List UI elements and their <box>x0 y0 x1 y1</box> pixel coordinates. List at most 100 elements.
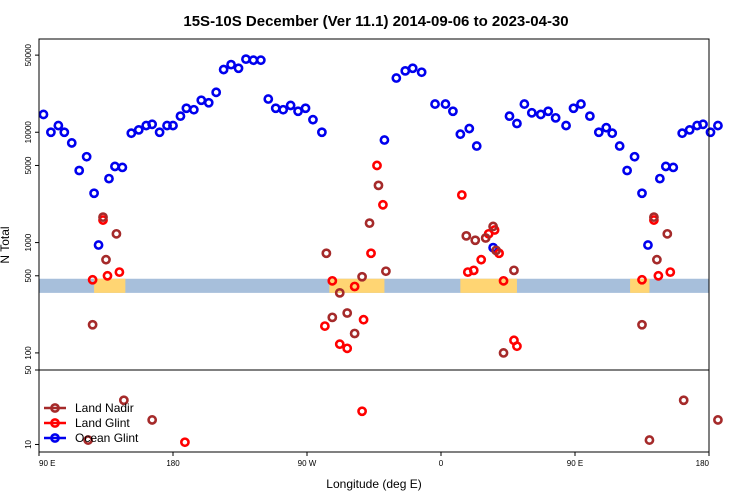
ocean-glint-point <box>93 240 104 250</box>
land-glint-point <box>327 275 338 286</box>
top-plot-frame <box>38 38 710 371</box>
x-axis-label: Longitude (deg E) <box>326 477 421 491</box>
land-glint-point <box>653 270 664 281</box>
ocean-glint-point <box>188 104 199 115</box>
ocean-glint-point <box>66 138 77 148</box>
ocean-glint-point <box>512 118 522 129</box>
ocean-glint-point <box>684 125 695 135</box>
ocean-glint-point <box>448 106 458 117</box>
bottom-panel: 10 50 <box>24 365 723 453</box>
ocean-glint-point <box>713 120 723 131</box>
land-glint-point <box>665 267 676 278</box>
x-tick-label: 180 <box>696 459 710 468</box>
land-glint-point <box>637 274 647 285</box>
ocean-glint-point <box>561 120 571 131</box>
y-tick-label: 500 <box>24 269 33 283</box>
land-nadir-point <box>678 395 689 406</box>
top-panel: 100 500 1000 5000 10000 50000 <box>24 38 723 371</box>
ocean-glint-point <box>629 151 640 162</box>
land-nadir-point <box>381 266 391 277</box>
legend-entry-label: Land Glint <box>75 416 130 430</box>
ocean-glint-point <box>255 55 266 66</box>
ocean-glint-point <box>440 99 451 109</box>
land-nadir-point <box>498 348 509 358</box>
ocean-glint-point <box>248 55 259 66</box>
y-tick-label: 10 <box>24 439 33 448</box>
ocean-glint-point <box>637 188 647 199</box>
land-nadir-point <box>509 265 519 276</box>
land-glint-point <box>319 321 330 331</box>
land-glint-point <box>378 199 388 210</box>
ocean-glint-point <box>117 162 128 173</box>
ocean-glint-point <box>379 135 390 145</box>
ocean-glint-point <box>407 63 418 74</box>
land-glint-point <box>372 160 382 171</box>
ocean-glint-point <box>504 111 515 122</box>
ocean-glint-point <box>203 97 214 108</box>
ocean-glint-point <box>89 188 99 199</box>
ocean-glint-point <box>59 127 70 138</box>
land-nadir-point <box>349 328 360 339</box>
x-tick-label: 90 E <box>567 459 583 468</box>
ocean-glint-point <box>543 106 554 117</box>
ocean-glint-point <box>535 109 546 120</box>
ocean-glint-point <box>677 128 688 139</box>
land-glint-point <box>456 190 467 200</box>
ocean-glint-point <box>81 151 92 162</box>
ocean-glint-point <box>576 99 586 109</box>
land-nadir-point <box>373 180 384 191</box>
land-nadir-point <box>357 271 367 282</box>
land-nadir-point <box>488 221 499 232</box>
land-nadir-point <box>334 287 345 298</box>
land-nadir-point <box>87 319 98 330</box>
land-nadir-point <box>491 245 501 256</box>
ocean-glint-point <box>316 127 327 138</box>
y-tick-label: 1000 <box>24 233 33 251</box>
ocean-glint-point <box>607 128 618 139</box>
land-glint-point <box>87 274 98 285</box>
land-nadir-point <box>644 435 655 445</box>
ocean-glint-point <box>270 103 281 114</box>
ocean-glint-point <box>308 114 318 125</box>
ocean-glint-point <box>300 103 311 114</box>
x-tick-label: 0 <box>439 459 444 468</box>
ocean-glint-point <box>471 141 482 151</box>
ocean-glint-point <box>584 111 595 122</box>
ocean-glint-point <box>196 95 207 106</box>
land-glint-point <box>334 339 345 350</box>
land-glint-point <box>498 275 509 286</box>
ocean-glint-point <box>285 100 296 111</box>
ocean-glint-point <box>175 111 186 122</box>
ocean-glint-point <box>46 127 56 138</box>
land-nadir-point <box>111 228 122 239</box>
legend-marker <box>50 433 60 443</box>
ocean-glint-point <box>168 120 178 131</box>
ocean-glint-point <box>391 73 402 83</box>
top-data-points <box>38 54 723 358</box>
land-glint-point <box>468 265 479 276</box>
land-nadir-point <box>461 230 472 241</box>
ocean-glint-point <box>104 173 114 184</box>
chart-title: 15S-10S December (Ver 11.1) 2014-09-06 t… <box>183 13 568 30</box>
x-tick-label: 180 <box>166 459 180 468</box>
ocean-glint-point <box>293 106 303 117</box>
y-tick-label: 10000 <box>24 121 33 144</box>
ocean-glint-point <box>218 64 229 75</box>
ocean-glint-point <box>601 122 612 133</box>
land-nadir-point <box>713 415 723 425</box>
land-nadir-point <box>118 395 129 406</box>
ocean-glint-point <box>698 119 708 130</box>
ocean-glint-point <box>181 103 192 114</box>
ocean-glint-point <box>593 127 604 138</box>
y-axis-label: N Total <box>0 226 12 263</box>
land-glint-point <box>366 248 376 259</box>
ocean-glint-point <box>53 120 64 131</box>
land-band <box>39 278 709 293</box>
land-nadir-point <box>321 248 332 259</box>
land-nadir-point <box>649 212 659 223</box>
ocean-glint-point <box>430 99 440 109</box>
ocean-glint-point <box>568 103 579 114</box>
land-band-segment <box>460 278 517 293</box>
